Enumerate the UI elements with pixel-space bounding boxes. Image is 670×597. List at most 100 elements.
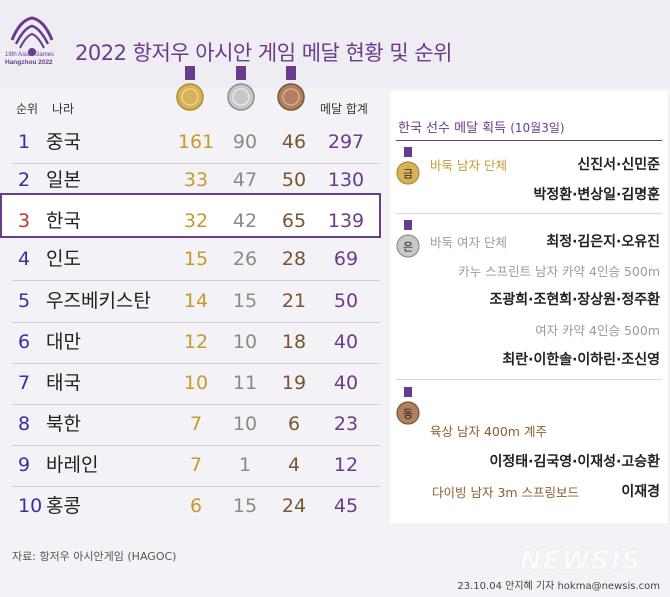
total-count: 69 — [333, 248, 359, 270]
table-row: 6 대만 12 10 18 40 — [12, 322, 380, 364]
total-count: 23 — [333, 413, 359, 435]
total-count: 45 — [333, 495, 359, 517]
korea-highlight — [0, 193, 381, 238]
silver-athletes-1: 최정·김은지·오유진 — [546, 234, 660, 250]
country-cell: 북한 — [46, 413, 81, 435]
total-count: 12 — [333, 454, 359, 476]
country-cell: 대만 — [46, 331, 81, 353]
total-count: 139 — [327, 210, 365, 232]
gold-badge-icon: 금 — [396, 147, 420, 185]
row-divider — [12, 280, 380, 281]
bronze-count: 28 — [281, 248, 307, 270]
bronze-event-1: 육상 남자 400m 계주 — [430, 424, 547, 439]
gold-event-1: 바둑 남자 단체 — [430, 158, 507, 173]
silver-count: 47 — [232, 169, 258, 191]
section-divider — [396, 379, 662, 380]
rank-cell: 3 — [18, 210, 31, 232]
total-count: 40 — [333, 331, 359, 353]
country-column-header: 나라 — [52, 102, 75, 116]
table-row: 1 중국 161 90 46 297 — [12, 122, 380, 164]
country-cell: 한국 — [46, 210, 81, 232]
row-divider — [12, 163, 380, 164]
table-row: 10 홍콩 6 15 24 45 — [12, 486, 380, 528]
row-divider — [12, 322, 380, 323]
rank-cell: 2 — [18, 169, 31, 191]
row-divider — [12, 445, 380, 446]
total-count: 130 — [327, 169, 365, 191]
silver-count: 26 — [232, 248, 258, 270]
table-row: 4 인도 15 26 28 69 — [12, 239, 380, 281]
page-title: 2022 항저우 아시안 게임 메달 현황 및 순위 — [75, 41, 452, 65]
gold-athletes-1a: 신진서·신민준 — [577, 157, 660, 173]
bronze-count: 21 — [281, 290, 307, 312]
section-divider — [396, 213, 662, 214]
table-row: 7 태국 10 11 19 40 — [12, 363, 380, 405]
country-cell: 중국 — [46, 131, 81, 153]
table-row: 3 한국 32 42 65 139 — [12, 201, 380, 243]
country-cell: 홍콩 — [46, 495, 81, 517]
silver-event-2: 카누 스프린트 남자 카약 4인승 500m — [458, 264, 660, 279]
bronze-count: 4 — [287, 454, 301, 476]
silver-medal-icon — [227, 66, 255, 111]
silver-event-3: 여자 카약 4인승 500m — [535, 323, 660, 338]
bronze-count: 65 — [281, 210, 307, 232]
gold-count: 10 — [183, 372, 209, 394]
panel-divider — [396, 140, 662, 141]
gold-medal-icon — [176, 66, 204, 111]
table-row: 5 우즈베키스탄 14 15 21 50 — [12, 281, 380, 323]
total-count: 297 — [327, 131, 365, 153]
total-count: 40 — [333, 372, 359, 394]
country-cell: 우즈베키스탄 — [46, 290, 151, 312]
bronze-count: 18 — [281, 331, 307, 353]
rank-cell: 10 — [18, 495, 43, 517]
svg-text:동: 동 — [403, 408, 413, 421]
row-divider — [12, 486, 380, 487]
header-band: 19th Asian Games Hangzhou 2022 2022 항저우 … — [0, 0, 670, 88]
country-cell: 태국 — [46, 372, 81, 394]
silver-count: 10 — [232, 331, 258, 353]
silver-athletes-3: 최란·이한솔·이하린·조신영 — [502, 352, 660, 368]
silver-count: 42 — [232, 210, 258, 232]
silver-count: 15 — [232, 495, 258, 517]
korea-medal-panel: 한국 선수 메달 획득 (10월3일) 금 바둑 남자 단체 신진서·신민준 박… — [390, 91, 668, 523]
total-column-header: 메달 합계 — [320, 102, 368, 116]
country-cell: 일본 — [46, 169, 81, 191]
source-note: 자료: 항저우 아시안게임 (HAGOC) — [12, 550, 177, 563]
bronze-medal-icon — [277, 66, 305, 111]
rank-cell: 5 — [18, 290, 31, 312]
bronze-count: 19 — [281, 372, 307, 394]
table-row: 8 북한 7 10 6 23 — [12, 404, 380, 446]
gold-count: 161 — [177, 131, 215, 153]
country-cell: 인도 — [46, 248, 81, 270]
rank-cell: 4 — [18, 248, 31, 270]
rank-cell: 1 — [18, 131, 31, 153]
silver-count: 15 — [232, 290, 258, 312]
silver-event-1: 바둑 여자 단체 — [430, 235, 507, 250]
rank-cell: 8 — [18, 413, 31, 435]
panel-title: 한국 선수 메달 획득 (10월3일) — [398, 121, 565, 136]
rank-cell: 9 — [18, 454, 31, 476]
gold-count: 12 — [183, 331, 209, 353]
silver-badge-icon: 은 — [396, 220, 420, 258]
gold-count: 14 — [183, 290, 209, 312]
svg-text:은: 은 — [403, 241, 413, 254]
logo-text: 19th Asian Games Hangzhou 2022 — [5, 52, 55, 66]
gold-count: 15 — [183, 248, 209, 270]
row-divider — [12, 404, 380, 405]
bronze-count: 6 — [287, 413, 301, 435]
bronze-count: 24 — [281, 495, 307, 517]
bronze-count: 46 — [281, 131, 307, 153]
newsis-watermark: NEWSIS — [520, 546, 642, 576]
gold-athletes-1b: 박정환·변상일·김명훈 — [533, 187, 660, 203]
credit-line: 23.10.04 안지혜 기자 hokma@newsis.com — [457, 581, 660, 592]
bronze-athletes-1: 이정태·김국영·이재성·고승환 — [489, 454, 660, 470]
table-row: 2 일본 33 47 50 130 — [12, 160, 380, 202]
gold-count: 7 — [189, 413, 203, 435]
rank-cell: 6 — [18, 331, 31, 353]
bronze-event-2: 다이빙 남자 3m 스프링보드 — [432, 485, 580, 500]
bronze-badge-icon: 동 — [396, 387, 420, 425]
silver-count: 10 — [232, 413, 258, 435]
row-divider — [12, 363, 380, 364]
table-row: 9 바레인 7 1 4 12 — [12, 445, 380, 487]
silver-athletes-2: 조광희·조현희·장상원·정주환 — [489, 292, 660, 308]
